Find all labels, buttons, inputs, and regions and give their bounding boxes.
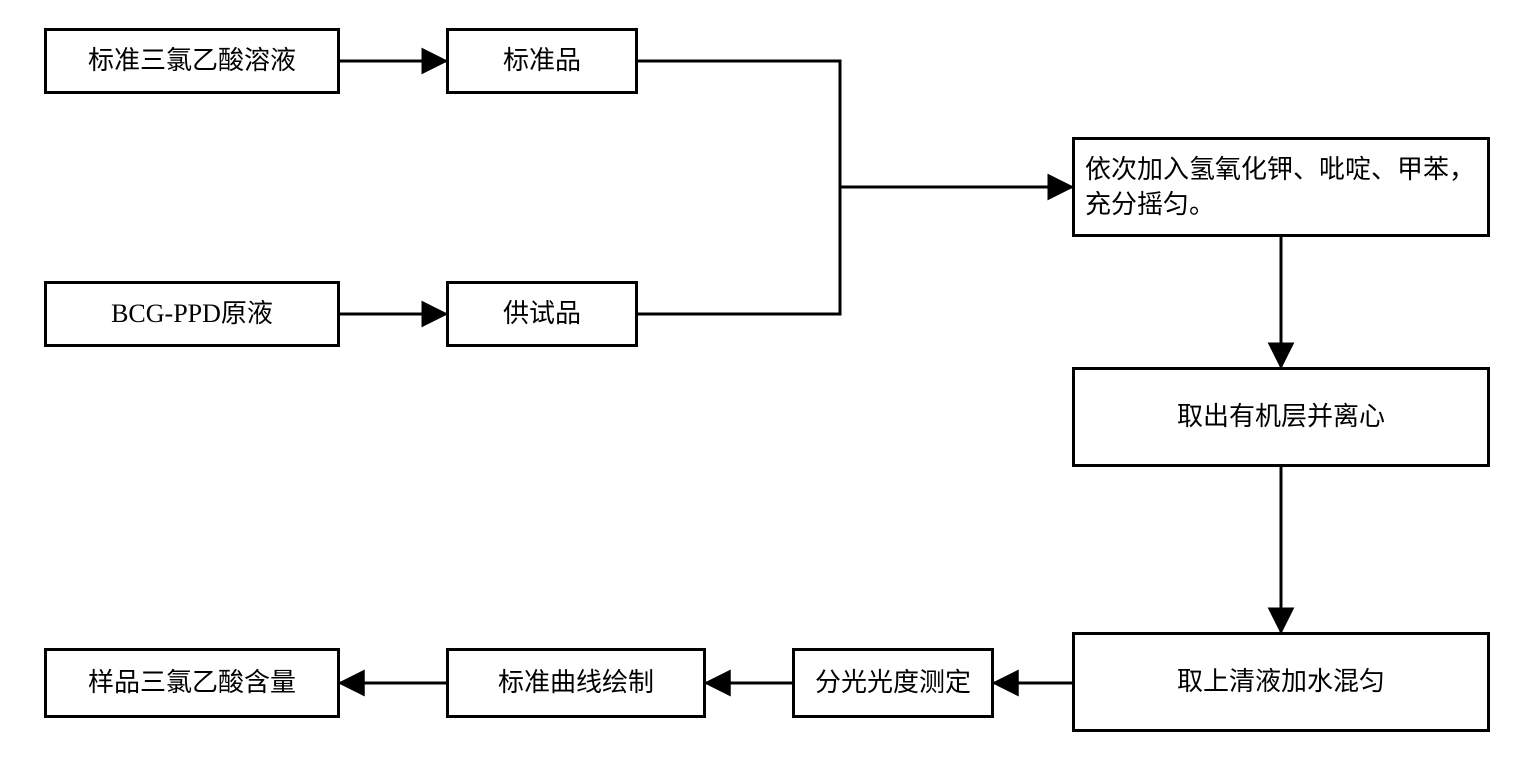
- node-spectrophotometry: 分光光度测定: [792, 648, 994, 718]
- node-label: 依次加入氢氧化钾、吡啶、甲苯，充分摇匀。: [1085, 152, 1477, 222]
- node-label: 供试品: [503, 296, 581, 331]
- node-label: 标准曲线绘制: [498, 665, 654, 700]
- node-label: 取出有机层并离心: [1177, 399, 1385, 434]
- node-label: BCG-PPD原液: [111, 296, 273, 331]
- node-standard-solution: 标准三氯乙酸溶液: [44, 28, 340, 94]
- node-label: 分光光度测定: [815, 665, 971, 700]
- node-result: 样品三氯乙酸含量: [44, 648, 340, 718]
- node-label: 取上清液加水混匀: [1177, 664, 1385, 699]
- node-test-sample: 供试品: [446, 281, 638, 347]
- node-label: 标准三氯乙酸溶液: [88, 43, 296, 78]
- node-label: 样品三氯乙酸含量: [88, 665, 296, 700]
- node-standard-sample: 标准品: [446, 28, 638, 94]
- node-supernatant-mix: 取上清液加水混匀: [1072, 632, 1490, 732]
- node-standard-curve: 标准曲线绘制: [446, 648, 706, 718]
- node-label: 标准品: [503, 43, 581, 78]
- node-centrifuge: 取出有机层并离心: [1072, 367, 1490, 467]
- node-bcg-ppd-stock: BCG-PPD原液: [44, 281, 340, 347]
- node-add-reagents: 依次加入氢氧化钾、吡啶、甲苯，充分摇匀。: [1072, 137, 1490, 237]
